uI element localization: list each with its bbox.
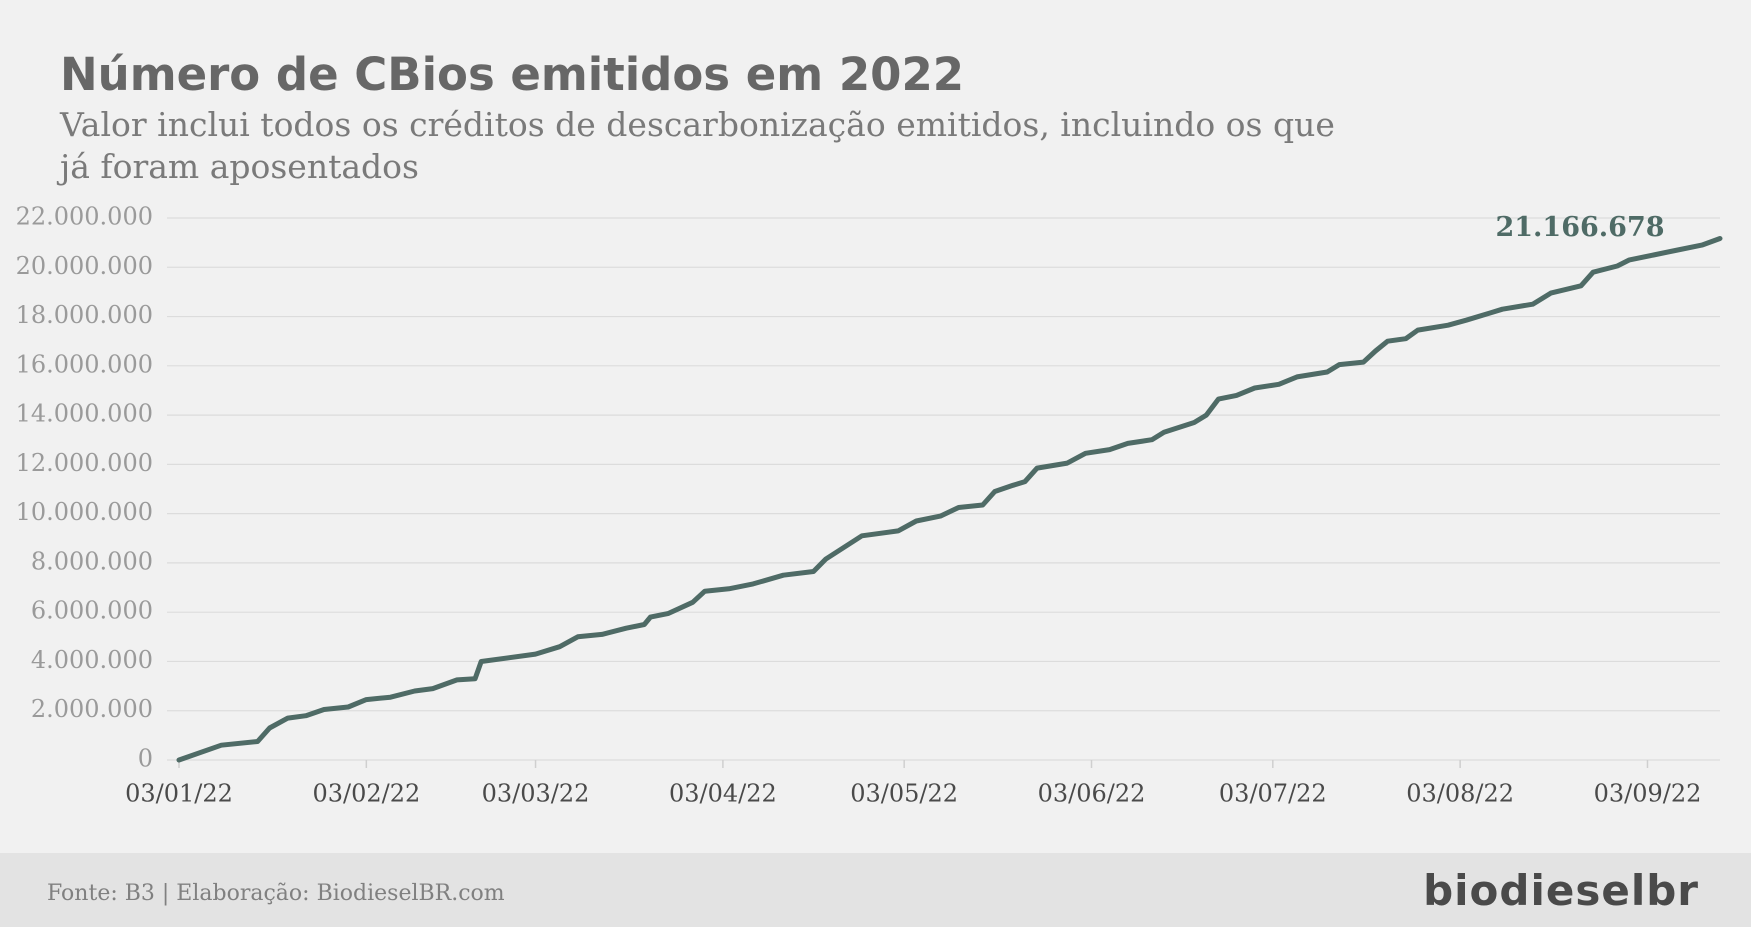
x-tick-label: 03/07/22 [1219,780,1327,808]
y-tick-label: 16.000.000 [16,350,153,378]
x-tick-label: 03/06/22 [1038,780,1146,808]
logo: biodieselbr [1423,866,1699,915]
y-tick-label: 12.000.000 [16,449,153,477]
y-tick-label: 10.000.000 [16,498,153,526]
data-label: 21.166.678 [1495,212,1664,243]
x-tick-label: 03/08/22 [1406,780,1514,808]
chart: 0 2.000.000 4.000.000 6.000.000 8.000.000 10.… [16,203,1723,808]
y-tick-label: 4.000.000 [31,646,153,674]
y-tick-label: 18.000.000 [16,301,153,329]
y-tick-label: 20.000.000 [16,252,153,280]
y-tick-label: 6.000.000 [31,597,153,625]
footer [0,853,1751,927]
x-tick-label: 03/03/22 [482,780,590,808]
x-tick-label: 03/05/22 [850,780,958,808]
data-line [176,236,1723,763]
y-tick-label: 22.000.000 [16,203,153,231]
x-tick-label: 03/09/22 [1594,780,1702,808]
chart-title: Número de CBios emitidos em 2022 [60,48,965,101]
x-tick-label: 03/04/22 [669,780,777,808]
x-tick-label: 03/02/22 [312,780,420,808]
y-tick-label: 8.000.000 [31,547,153,575]
y-tick-label: 14.000.000 [16,400,153,428]
chart-subtitle: Valor inclui todos os créditos de descar… [60,105,1335,186]
y-tick-label: 2.000.000 [31,695,153,723]
source: Fonte: B3 | Elaboração: BiodieselBR.com [47,881,505,906]
x-tick-label: 03/01/22 [125,780,233,808]
y-tick-label: 0 [138,745,153,773]
